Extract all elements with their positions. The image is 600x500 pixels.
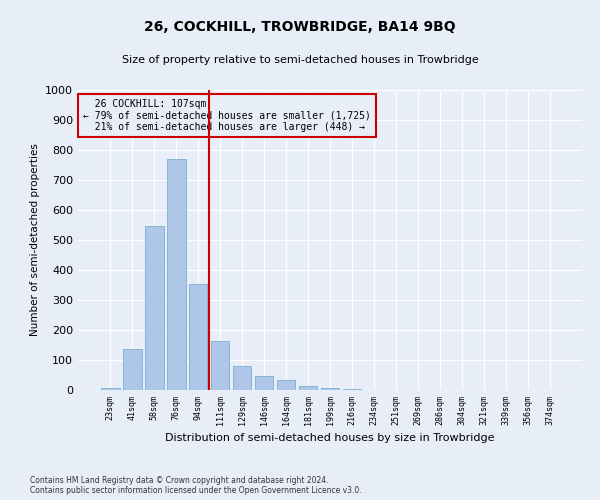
Bar (101, 388, 119, 390)
Bar (233, 366, 251, 390)
Text: Contains public sector information licensed under the Open Government Licence v3: Contains public sector information licen… (30, 486, 362, 495)
X-axis label: Distribution of semi-detached houses by size in Trowbridge: Distribution of semi-detached houses by … (165, 433, 495, 443)
Bar (255, 376, 274, 390)
Bar (145, 226, 164, 390)
Bar (167, 159, 185, 390)
Bar (123, 348, 142, 390)
Bar (211, 340, 229, 390)
Text: 26, COCKHILL, TROWBRIDGE, BA14 9BQ: 26, COCKHILL, TROWBRIDGE, BA14 9BQ (144, 20, 456, 34)
Bar (343, 389, 361, 390)
Text: Contains HM Land Registry data © Crown copyright and database right 2024.: Contains HM Land Registry data © Crown c… (30, 476, 329, 485)
Bar (299, 386, 317, 390)
Bar (189, 284, 208, 390)
Bar (277, 380, 295, 390)
Text: 26 COCKHILL: 107sqm
← 79% of semi-detached houses are smaller (1,725)
  21% of s: 26 COCKHILL: 107sqm ← 79% of semi-detach… (83, 99, 371, 132)
Y-axis label: Number of semi-detached properties: Number of semi-detached properties (29, 144, 40, 336)
Text: Size of property relative to semi-detached houses in Trowbridge: Size of property relative to semi-detach… (122, 55, 478, 65)
Bar (320, 388, 340, 390)
